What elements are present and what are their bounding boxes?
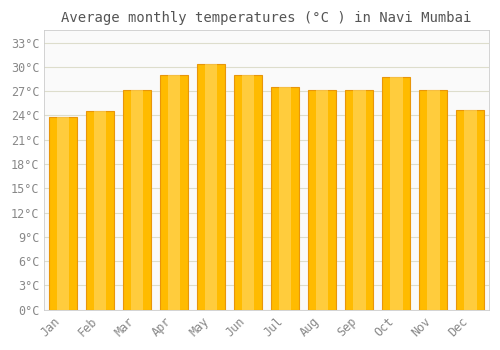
Bar	[242, 75, 254, 310]
Bar	[197, 64, 225, 310]
Bar	[272, 87, 299, 310]
Bar	[56, 117, 69, 310]
Bar	[160, 75, 188, 310]
Bar	[346, 90, 373, 310]
Bar	[86, 111, 114, 310]
Bar	[464, 110, 476, 310]
Bar	[427, 90, 440, 310]
Bar	[390, 77, 402, 310]
Bar	[94, 111, 106, 310]
Bar	[279, 87, 291, 310]
Bar	[49, 117, 77, 310]
Bar	[123, 90, 151, 310]
Bar	[168, 75, 180, 310]
Bar	[420, 90, 447, 310]
Bar	[382, 77, 410, 310]
Bar	[205, 64, 218, 310]
Bar	[353, 90, 366, 310]
Bar	[456, 110, 484, 310]
Bar	[131, 90, 143, 310]
Title: Average monthly temperatures (°C ) in Navi Mumbai: Average monthly temperatures (°C ) in Na…	[62, 11, 472, 25]
Bar	[316, 90, 328, 310]
Bar	[234, 75, 262, 310]
Bar	[308, 90, 336, 310]
